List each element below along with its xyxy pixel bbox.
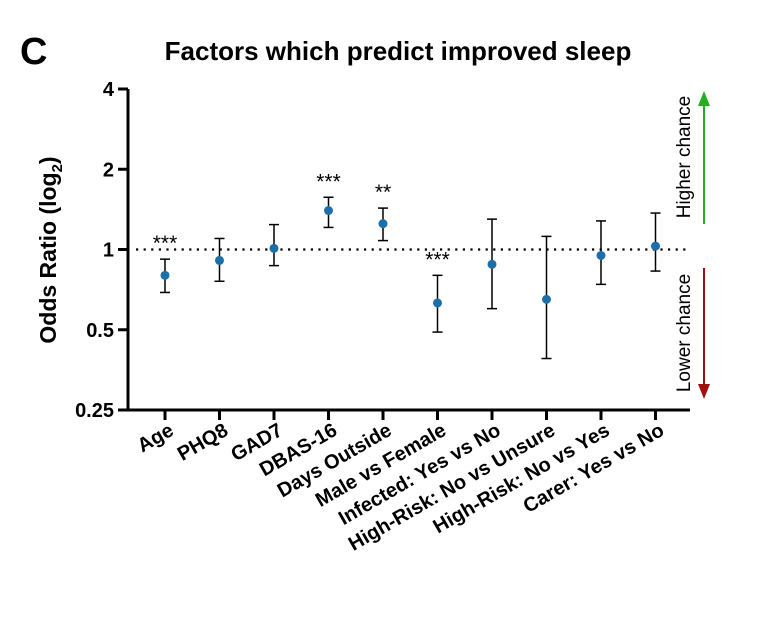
data-point bbox=[378, 219, 388, 229]
significance-label: *** bbox=[316, 170, 341, 193]
y-axis-label-main: Odds Ratio (log bbox=[35, 172, 61, 343]
lower-chance-label: Lower chance bbox=[674, 274, 695, 392]
significance-label: *** bbox=[425, 248, 450, 271]
data-point bbox=[542, 294, 551, 304]
y-tick-label: 0.25 bbox=[75, 400, 114, 422]
data-point bbox=[160, 270, 170, 280]
higher-chance-arrowhead bbox=[698, 91, 710, 106]
y-tick-label: 0.5 bbox=[86, 320, 114, 342]
lower-chance-arrowhead bbox=[698, 384, 710, 399]
significance-label: *** bbox=[153, 232, 178, 255]
x-tick-label: PHQ8 bbox=[174, 419, 232, 465]
data-point bbox=[596, 250, 606, 260]
higher-chance-annotation: Higher chance bbox=[674, 91, 710, 224]
panel-label: C bbox=[20, 31, 47, 73]
data-point bbox=[269, 243, 279, 253]
higher-chance-label: Higher chance bbox=[674, 96, 695, 219]
x-tick-label: Age bbox=[134, 419, 178, 457]
chart-title: Factors which predict improved sleep bbox=[165, 36, 632, 66]
data-point bbox=[487, 259, 497, 269]
y-tick-label: 4 bbox=[103, 79, 115, 101]
y-tick-label: 1 bbox=[103, 240, 114, 262]
y-axis-label-close: ) bbox=[35, 156, 61, 164]
data-point bbox=[215, 255, 224, 265]
lower-chance-annotation: Lower chance bbox=[674, 268, 710, 399]
significance-label: ** bbox=[375, 181, 391, 204]
data-point bbox=[651, 241, 660, 251]
data-point bbox=[324, 206, 333, 216]
y-tick-label: 2 bbox=[103, 159, 114, 181]
data-point bbox=[433, 298, 442, 308]
y-axis-label-subscript: 2 bbox=[49, 164, 66, 172]
y-axis-label: Odds Ratio (log2) bbox=[35, 156, 66, 343]
